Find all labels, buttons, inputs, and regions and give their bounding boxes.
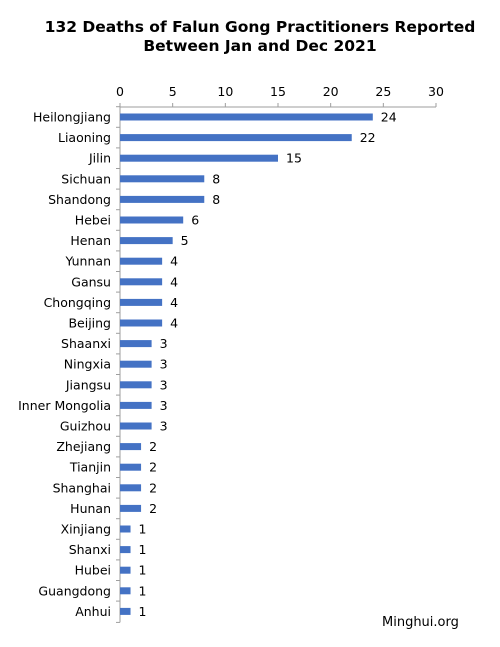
bar-beijing (120, 319, 163, 327)
data-label: 3 (160, 336, 168, 351)
bar-anhui (120, 607, 131, 615)
bar-guizhou (120, 422, 152, 430)
category-label: Gansu (71, 274, 111, 289)
x-tick-label: 0 (116, 84, 124, 99)
data-label: 4 (170, 274, 178, 289)
bar-tianjin (120, 463, 142, 471)
x-tick-label: 25 (375, 84, 391, 99)
bar-ningxia (120, 360, 152, 368)
category-label: Zhejiang (56, 439, 111, 454)
x-tick-label: 30 (428, 84, 444, 99)
category-label: Guizhou (60, 419, 111, 434)
bar-henan (120, 237, 173, 245)
data-label: 2 (149, 480, 157, 495)
category-label: Guangdong (38, 583, 111, 598)
data-label: 8 (212, 192, 220, 207)
bar-hubei (120, 566, 131, 574)
data-label: 22 (360, 130, 376, 145)
data-label: 4 (170, 295, 178, 310)
bar-hebei (120, 216, 184, 224)
chart-title-line-2: Between Jan and Dec 2021 (143, 37, 377, 55)
bar-liaoning (120, 134, 352, 142)
bar-xinjiang (120, 525, 131, 533)
bar-yunnan (120, 257, 163, 265)
bar-inner-mongolia (120, 401, 152, 409)
category-label: Chongqing (44, 295, 111, 310)
bar-chongqing (120, 298, 163, 306)
bar-zhejiang (120, 443, 142, 451)
data-label: 3 (160, 377, 168, 392)
bar-shanxi (120, 546, 131, 554)
data-label: 1 (139, 583, 147, 598)
category-label: Liaoning (58, 130, 111, 145)
category-label: Beijing (68, 316, 111, 331)
x-tick-label: 20 (323, 84, 339, 99)
bar-shanghai (120, 484, 142, 492)
category-label: Shandong (48, 192, 111, 207)
x-tick-label: 5 (169, 84, 177, 99)
category-label: Henan (70, 233, 111, 248)
bar-jilin (120, 154, 278, 162)
category-label: Xinjiang (61, 522, 111, 537)
category-label: Heilongjiang (33, 110, 111, 125)
chart-title-line-1: 132 Deaths of Falun Gong Practitioners R… (44, 18, 476, 36)
data-label: 3 (160, 357, 168, 372)
bar-shandong (120, 195, 205, 203)
data-label: 6 (191, 213, 199, 228)
data-label: 4 (170, 316, 178, 331)
category-label: Shaanxi (61, 336, 111, 351)
bar-heilongjiang (120, 113, 373, 121)
category-label: Yunnan (64, 254, 111, 269)
category-label: Hubei (75, 563, 111, 578)
category-label: Hunan (70, 501, 111, 516)
source-label: Minghui.org (382, 615, 459, 630)
category-label: Jiangsu (65, 377, 111, 392)
bar-hunan (120, 504, 142, 512)
bar-sichuan (120, 175, 205, 183)
data-label: 2 (149, 460, 157, 475)
x-tick-label: 10 (217, 84, 233, 99)
data-label: 2 (149, 501, 157, 516)
category-label: Ningxia (64, 357, 111, 372)
category-label: Jilin (88, 151, 111, 166)
bar-guangdong (120, 587, 131, 595)
category-label: Sichuan (61, 171, 111, 186)
data-label: 2 (149, 439, 157, 454)
data-label: 3 (160, 419, 168, 434)
data-label: 1 (139, 542, 147, 557)
category-label: Shanxi (69, 542, 111, 557)
bar-shaanxi (120, 340, 152, 348)
data-label: 1 (139, 522, 147, 537)
data-label: 8 (212, 171, 220, 186)
data-label: 3 (160, 398, 168, 413)
data-label: 1 (139, 563, 147, 578)
data-label: 4 (170, 254, 178, 269)
data-label: 24 (381, 110, 397, 125)
x-tick-label: 15 (270, 84, 286, 99)
category-label: Tianjin (69, 460, 111, 475)
data-label: 15 (286, 151, 302, 166)
data-label: 1 (139, 604, 147, 619)
data-label: 5 (181, 233, 189, 248)
category-label: Anhui (75, 604, 111, 619)
category-label: Inner Mongolia (18, 398, 111, 413)
category-label: Hebei (75, 213, 111, 228)
bar-jiangsu (120, 381, 152, 389)
category-label: Shanghai (53, 480, 111, 495)
bar-gansu (120, 278, 163, 286)
